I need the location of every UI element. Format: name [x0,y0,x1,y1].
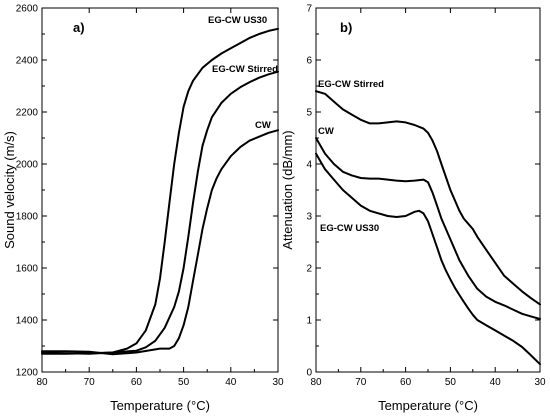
x-tick-label: 40 [225,377,237,388]
plot-frame [315,7,541,373]
y-tick-label: 2600 [16,4,39,15]
panel-label: b) [340,20,352,35]
x-tick-label: 70 [355,377,367,388]
plot-frame [41,7,279,373]
y-tick-label: 4 [306,160,312,171]
x-tick-label: 50 [445,377,457,388]
series-label-eg-cw-stirred: EG-CW Stirred [212,64,278,75]
y-tick-label: 1 [306,316,312,327]
chart-panel-2: 80 70 60 50 40 30 0 1 2 3 4 5 6 7 Temperature (°C) Atte… [280,4,546,414]
x-tick-label: 80 [310,377,322,388]
series-line-eg-cw-stirred [315,90,541,306]
y-tick-label: 2400 [16,56,39,67]
series-label-eg-cw-us30: EG-CW US30 [320,223,379,234]
series-label-cw: CW [318,126,334,137]
series-line-cw [41,129,279,356]
y-tick-label: 6 [306,56,312,67]
y-axis-title: Attenuation (dB/mm) [280,130,295,249]
series-line-eg-cw-us30 [315,152,541,366]
x-tick-label: 40 [490,377,502,388]
series-line-eg-cw-stirred [41,70,279,355]
series-label-eg-cw-us30: EG-CW US30 [208,15,267,26]
panel-label: a) [73,20,85,35]
x-tick-label: 30 [272,377,284,388]
x-axis-title: Temperature (°C) [110,398,210,413]
x-tick-label: 30 [534,377,546,388]
y-tick-label: 2000 [16,160,39,171]
chart-panel-1: 80 70 60 50 40 30 1200 1400 1600 1800 2000 2200 2400… [2,4,284,414]
x-tick-label: 50 [178,377,190,388]
series-label-cw: CW [255,120,271,131]
y-tick-label: 1200 [16,368,39,379]
y-axis-title: Sound velocity (m/s) [2,131,17,249]
x-tick-label: 70 [84,377,96,388]
series-label-eg-cw-stirred: EG-CW Stirred [318,79,384,90]
y-tick-label: 0 [306,368,312,379]
y-tick-label: 1600 [16,264,39,275]
y-tick-label: 3 [306,212,312,223]
y-tick-label: 5 [306,108,312,119]
y-tick-label: 7 [306,4,312,15]
series-line-eg-cw-us30 [41,27,279,355]
y-tick-label: 1400 [16,316,39,327]
series-line-cw [315,137,541,320]
y-tick-label: 2200 [16,108,39,119]
x-axis-title: Temperature (°C) [378,398,478,413]
x-tick-label: 60 [131,377,143,388]
y-tick-label: 2 [306,264,312,275]
y-tick-label: 1800 [16,212,39,223]
x-tick-label: 80 [36,377,48,388]
x-tick-label: 60 [400,377,412,388]
